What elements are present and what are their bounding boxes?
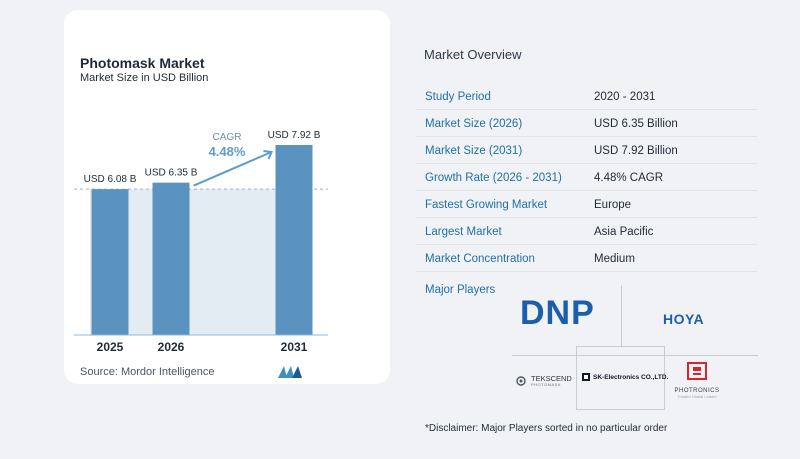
overview-label: Largest Market [425, 226, 502, 238]
overview-value: Medium [594, 253, 635, 265]
overview-row: Market Size (2031) USD 7.92 Billion [416, 137, 757, 164]
players-divider [576, 346, 665, 347]
players-divider [576, 346, 577, 410]
bar-2031 [275, 145, 313, 335]
photronics-logo: PHOTRONICS Trusted Global Leader [670, 362, 724, 399]
overview-row: Largest Market Asia Pacific [416, 218, 757, 245]
overview-value: 4.48% CAGR [594, 172, 664, 184]
source-text: Source: Mordor Intelligence [80, 366, 215, 378]
overview-title: Market Overview [424, 47, 522, 62]
bar-value-label: USD 6.08 B [84, 174, 137, 185]
players-divider [621, 286, 622, 346]
overview-row: Fastest Growing Market Europe [416, 191, 757, 218]
overview-label: Market Size (2026) [425, 118, 523, 130]
players-divider [512, 355, 758, 356]
overview-label: Market Concentration [425, 253, 535, 265]
x-tick-label: 2025 [97, 340, 124, 354]
overview-label: Fastest Growing Market [425, 199, 548, 211]
overview-row: Market Size (2026) USD 6.35 Billion [416, 110, 757, 137]
overview-value: USD 6.35 Billion [594, 118, 678, 130]
overview-row: Market Concentration Medium [416, 245, 757, 272]
overview-value: Asia Pacific [594, 226, 654, 238]
disclaimer-text: *Disclaimer: Major Players sorted in no … [425, 423, 668, 434]
cagr-value: 4.48% [209, 144, 246, 159]
players-divider [576, 409, 665, 410]
cagr-label: CAGR [213, 132, 242, 143]
chart-subtitle: Market Size in USD Billion [80, 72, 209, 84]
overview-label: Market Size (2031) [425, 145, 523, 157]
overview-value: 2020 - 2031 [594, 91, 656, 103]
overview-row: Growth Rate (2026 - 2031) 4.48% CAGR [416, 164, 757, 191]
photronics-logo-icon [687, 362, 707, 380]
sk-logo-icon [582, 373, 590, 381]
chart-title: Photomask Market [80, 55, 205, 71]
hoya-logo: HOYA [663, 311, 705, 327]
bar-value-label: USD 6.35 B [145, 168, 198, 179]
major-players-label: Major Players [425, 284, 496, 296]
photronics-wordmark: PHOTRONICS [674, 388, 720, 394]
tekscend-logo-icon [516, 376, 526, 386]
bar-value-label: USD 7.92 B [268, 130, 321, 141]
photronics-tagline: Trusted Global Leader [677, 394, 717, 399]
overview-row: Study Period 2020 - 2031 [416, 83, 757, 110]
sk-wordmark: SK-Electronics CO.,LTD. [593, 373, 669, 381]
x-tick-label: 2026 [158, 340, 185, 354]
tekscend-wordmark: TEKSCEND [531, 374, 572, 383]
overview-label: Growth Rate (2026 - 2031) [425, 172, 562, 184]
overview-value: Europe [594, 199, 632, 211]
bar-2026 [152, 182, 190, 335]
mordor-logo-icon [278, 366, 302, 378]
overview-table: Study Period 2020 - 2031 Market Size (20… [416, 83, 757, 272]
players-divider [664, 346, 665, 410]
bar-chart: USD 6.08 B 2025 USD 6.35 B 2026 USD 7.92 B 20… [74, 130, 328, 354]
tekscend-logo: TEKSCEND PHOTOMASK [516, 375, 572, 387]
cagr-arrow [193, 151, 272, 187]
x-tick-label: 2031 [281, 340, 308, 354]
overview-label: Study Period [425, 91, 491, 103]
cagr-arrowhead [263, 150, 273, 160]
sk-electronics-logo: SK-Electronics CO.,LTD. [582, 373, 668, 381]
dnp-logo: DNP [520, 294, 595, 332]
tekscend-subtext: PHOTOMASK [531, 382, 561, 387]
bar-2025 [91, 189, 129, 335]
overview-value: USD 7.92 Billion [594, 145, 678, 157]
